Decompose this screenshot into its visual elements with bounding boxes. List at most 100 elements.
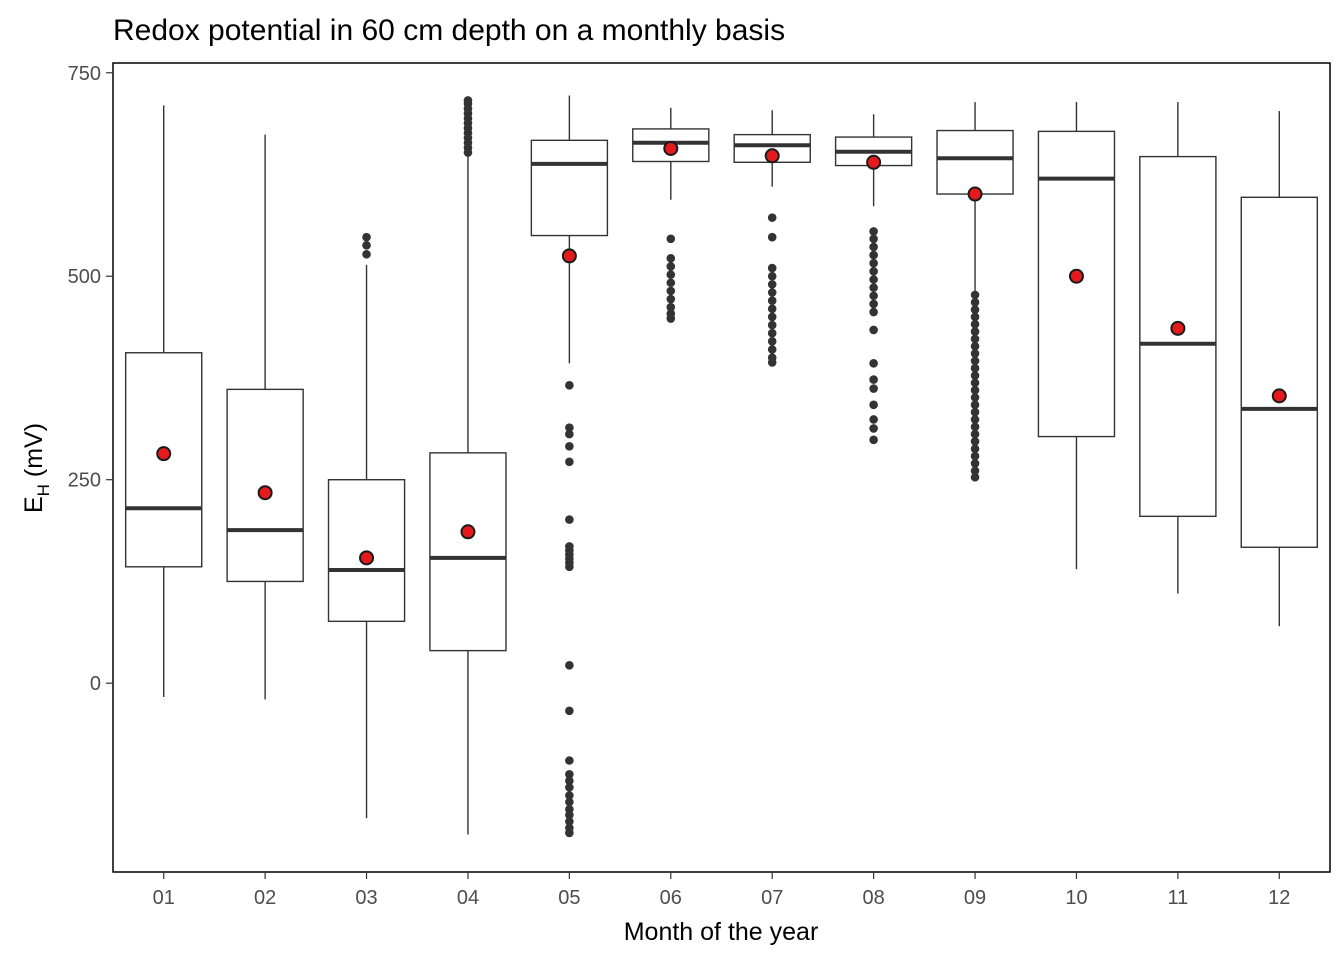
outlier-point	[666, 286, 676, 296]
outlier-point	[970, 312, 980, 322]
outlier-point	[970, 297, 980, 307]
box-iqr	[1240, 196, 1319, 548]
y-tick-label: 750	[68, 63, 101, 85]
mean-point	[359, 550, 375, 566]
chart-title: Redox potential in 60 cm depth on a mont…	[113, 14, 785, 47]
y-axis: 0 250 500 750	[68, 63, 113, 695]
outlier-point	[767, 337, 777, 346]
y-axis-label-subscript: H	[34, 484, 53, 496]
x-tick-label: 09	[964, 887, 986, 909]
y-axis-label-suffix: (mV)	[20, 423, 48, 484]
mean-point	[460, 524, 476, 540]
outlier-point	[869, 325, 878, 335]
outlier-point	[970, 327, 980, 336]
outlier-point	[970, 371, 980, 380]
outlier-point	[869, 234, 878, 244]
box-group	[226, 134, 304, 700]
outlier-point	[970, 378, 980, 388]
outlier-point	[970, 305, 980, 314]
outlier-point	[565, 562, 574, 572]
plot-area	[124, 95, 1319, 838]
outlier-point	[869, 424, 878, 433]
outlier-point	[869, 359, 878, 368]
outlier-point	[565, 756, 574, 765]
x-tick-label: 07	[761, 887, 783, 909]
mean-point	[663, 140, 679, 156]
box-group	[327, 232, 406, 819]
outlier-point	[767, 263, 777, 273]
outlier-point	[970, 444, 980, 454]
outlier-point	[767, 280, 777, 289]
outlier-point	[767, 304, 777, 314]
outlier-point	[666, 262, 676, 271]
outlier-point	[970, 385, 980, 395]
outlier-point	[869, 375, 878, 384]
mean-point	[1271, 388, 1287, 404]
mean-point	[967, 186, 983, 202]
outlier-point	[362, 232, 371, 242]
outlier-point	[767, 271, 777, 281]
outlier-point	[970, 341, 980, 351]
outlier-point	[565, 783, 574, 792]
outlier-point	[970, 393, 980, 402]
outlier-point	[869, 384, 878, 393]
outlier-point	[970, 349, 980, 358]
outlier-point	[666, 302, 676, 312]
outlier-point	[565, 442, 574, 451]
outlier-point	[565, 457, 574, 467]
outlier-point	[767, 296, 777, 305]
outlier-point	[869, 242, 878, 252]
x-tick-label: 08	[863, 887, 885, 909]
outlier-point	[970, 429, 980, 439]
outlier-point	[869, 275, 878, 284]
y-axis-label-main: E	[20, 496, 48, 513]
outlier-point	[767, 328, 777, 338]
mean-point	[1068, 268, 1084, 284]
box-group	[733, 110, 811, 367]
outlier-point	[767, 213, 777, 222]
outlier-point	[970, 290, 980, 300]
outlier-point	[565, 810, 574, 820]
outlier-point	[666, 314, 676, 323]
outlier-point	[565, 770, 574, 779]
outlier-point	[767, 320, 777, 330]
outlier-point	[869, 415, 878, 424]
mean-point	[561, 248, 577, 264]
outlier-point	[869, 435, 878, 445]
outlier-point	[565, 515, 574, 524]
x-axis: 01 02 03 04 05 06 07 08 09 10 11 12	[153, 872, 1290, 909]
outlier-point	[767, 312, 777, 322]
outlier-point	[565, 380, 574, 390]
outlier-point	[869, 299, 878, 309]
box-group	[124, 105, 203, 698]
outlier-point	[565, 817, 574, 826]
outlier-point	[666, 234, 676, 244]
outlier-point	[869, 227, 878, 236]
outlier-point	[970, 415, 980, 424]
x-tick-label: 12	[1268, 887, 1290, 909]
outlier-point	[869, 250, 878, 260]
box-group	[1037, 102, 1116, 570]
x-tick-label: 10	[1065, 887, 1087, 909]
box-iqr	[1037, 130, 1116, 438]
y-tick-label: 500	[68, 266, 101, 288]
x-axis-label: Month of the year	[624, 918, 819, 946]
outlier-point	[869, 258, 878, 268]
x-tick-label: 11	[1167, 887, 1188, 909]
outlier-point	[869, 400, 878, 410]
x-tick-label: 06	[660, 887, 682, 909]
outlier-point	[970, 363, 980, 373]
x-tick-label: 02	[254, 887, 276, 909]
outlier-point	[970, 466, 980, 476]
outlier-point	[565, 660, 574, 670]
outlier-point	[565, 797, 574, 807]
mean-point	[1170, 320, 1186, 336]
y-axis-label: EH (mV)	[20, 423, 53, 513]
outlier-point	[970, 459, 980, 468]
outlier-point	[767, 288, 777, 297]
outlier-point	[565, 429, 574, 439]
outlier-point	[869, 291, 878, 301]
box-group	[834, 114, 913, 445]
x-tick-label: 01	[153, 887, 175, 909]
outlier-point	[565, 828, 574, 838]
